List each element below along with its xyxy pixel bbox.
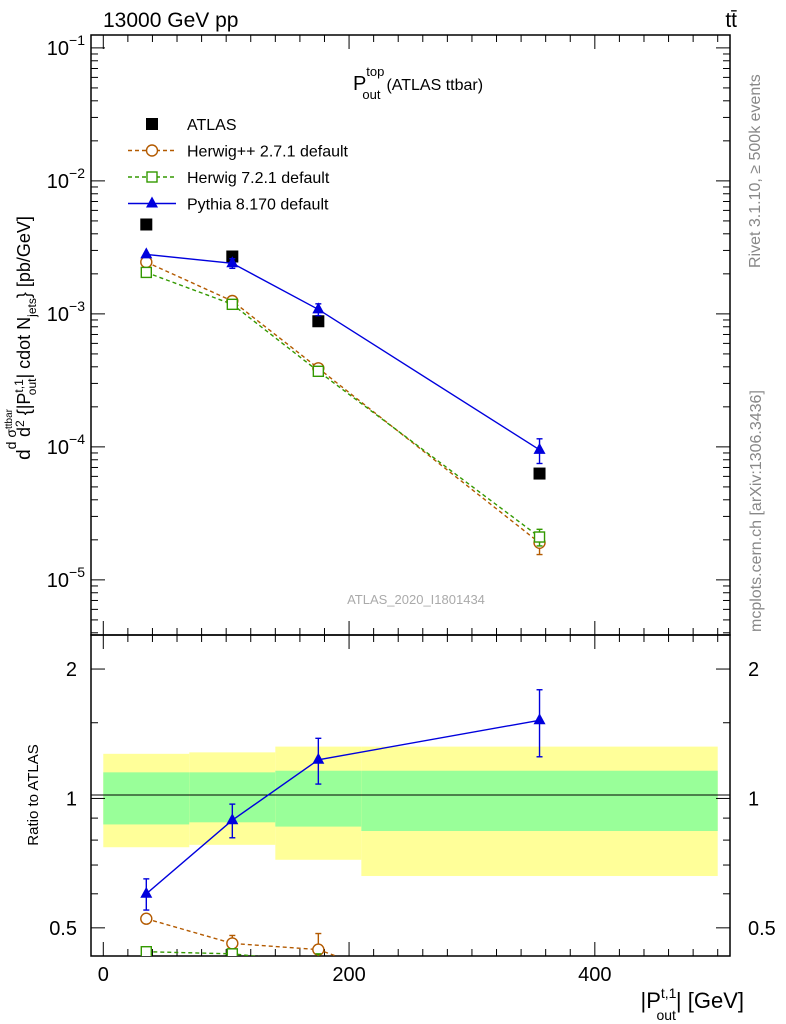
main-series-group [140, 218, 546, 556]
svg-text:dd σttbard2 {|Pt,1out| cdot Nj: dd σttbard2 {|Pt,1out| cdot Njets} [pb/G… [3, 216, 39, 460]
rivet-version-label: Rivet 3.1.10, ≥ 500k events [747, 74, 764, 268]
ratio-series-group [140, 689, 546, 968]
data-point [312, 302, 325, 314]
series-line [146, 951, 261, 956]
ratio-y-tick-label-right: 0.5 [748, 918, 776, 940]
ratio-y-tick-label-right: 2 [748, 659, 759, 681]
series-line [145, 719, 540, 895]
legend-marker [146, 171, 158, 183]
ratio-y-tick-label: 2 [66, 659, 77, 681]
title-tail: (ATLAS ttbar) [386, 77, 483, 94]
ratio-y-axis-label: Ratio to ATLAS [25, 744, 42, 845]
legend-label: ATLAS [187, 117, 237, 134]
series-line [146, 261, 540, 544]
series-line [146, 918, 338, 956]
mcplots-source-label: mcplots.cern.ch [arXiv:1306.3436] [748, 390, 765, 632]
legend-label: Herwig 7.2.1 default [187, 170, 330, 187]
data-point [313, 958, 323, 968]
data-point [226, 937, 239, 950]
data-point [140, 218, 153, 231]
data-point [140, 886, 153, 898]
main-y-axis-label: dd σttbard2 {|Pt,1out| cdot Njets} [pb/G… [3, 216, 39, 460]
data-point [533, 713, 546, 725]
x-axis-label: |Pt,1 out| [GeV] [640, 985, 744, 1023]
legend-marker [145, 144, 159, 157]
ratio-y-tick-label: 1 [66, 788, 77, 810]
main-y-tick-label: 10−5 [47, 564, 85, 592]
data-point [140, 247, 153, 259]
data-point [312, 752, 325, 764]
legend-label: Herwig++ 2.7.1 default [187, 144, 349, 161]
data-point [533, 442, 546, 454]
analysis-id-label: ATLAS_2020_I1801434 [347, 592, 485, 607]
data-point [140, 912, 153, 925]
x-tick-label: 200 [332, 964, 365, 986]
legend-marker [146, 196, 158, 208]
data-point [533, 467, 546, 480]
data-point [312, 365, 325, 378]
x-tick-label: 400 [578, 964, 611, 986]
legend-label: Pythia 8.170 default [187, 197, 329, 214]
ratio-y-tick-label: 0.5 [49, 918, 77, 940]
x-tick-label: 0 [98, 964, 109, 986]
main-axis-ticks: 10−5 10−4 10−3 10−2 10−1 [47, 32, 730, 635]
title-subscript: out [362, 87, 380, 102]
ratio-y-tick-label-right: 1 [748, 788, 759, 810]
series-line [146, 271, 540, 538]
legend: ATLAS Herwig++ 2.7.1 default Herwig 7.2.1 … [128, 117, 349, 214]
title-base: P [353, 73, 366, 95]
main-y-tick-label: 10−1 [47, 32, 85, 60]
main-title: Ptop out (ATLAS ttbar) [353, 64, 483, 102]
data-point [226, 256, 239, 268]
legend-marker [146, 118, 158, 130]
data-point [226, 813, 239, 825]
main-y-tick-label: 10−2 [47, 165, 85, 193]
ratio-band-green [361, 770, 718, 831]
data-point [533, 531, 546, 543]
data-point [140, 946, 152, 956]
ratio-band-green [103, 772, 190, 825]
data-point [226, 948, 239, 956]
data-point [226, 298, 239, 311]
process-label: tt̄ [725, 9, 737, 32]
ratio-axis-ticks: 0 200 400 0.5 0.5 1 1 2 2 [49, 635, 776, 986]
title-superscript: top [366, 64, 384, 79]
data-point [312, 315, 325, 328]
svg-text:|Pt,1out| [GeV]: |Pt,1 out| [GeV] [640, 985, 744, 1023]
energy-label: 13000 GeV pp [103, 9, 238, 32]
series-line [146, 253, 540, 451]
main-y-tick-label: 10−4 [47, 431, 85, 459]
ratio-uncertainty-bands [103, 746, 718, 877]
main-y-tick-label: 10−3 [47, 298, 85, 326]
data-point [140, 266, 152, 279]
